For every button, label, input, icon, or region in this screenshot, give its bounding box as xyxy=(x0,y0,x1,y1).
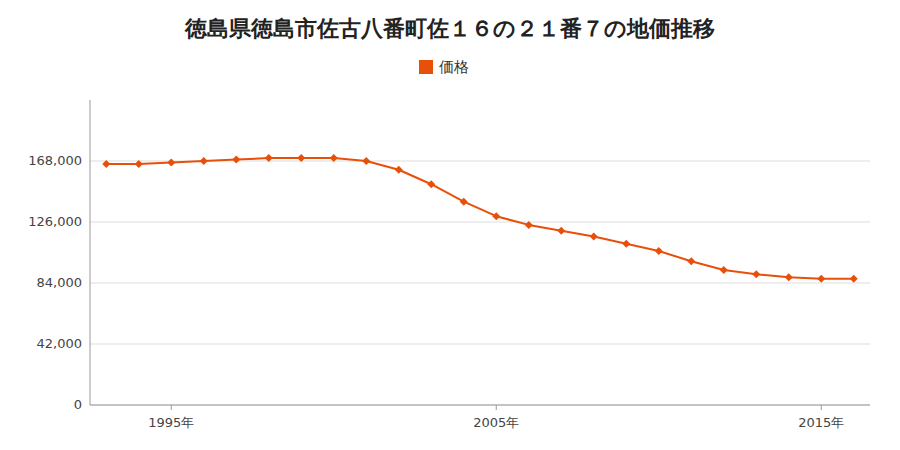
series-marker xyxy=(492,212,500,220)
grid-line xyxy=(90,222,870,223)
series-marker xyxy=(655,247,663,255)
y-grid xyxy=(90,161,870,405)
legend-swatch xyxy=(419,60,433,74)
chart-container: 徳島県徳島市佐古八番町佐１６の２１番７の地価推移 0 42,000 84,000 126… xyxy=(0,0,900,450)
series-marker xyxy=(167,158,175,166)
series-marker xyxy=(297,154,305,162)
plot-area xyxy=(102,154,858,283)
x-tick-label: 1995年 xyxy=(148,415,194,430)
grid-line xyxy=(90,283,870,284)
series-marker xyxy=(622,240,630,248)
series-line xyxy=(106,158,854,279)
y-axis: 0 42,000 84,000 126,000 168,000 xyxy=(28,153,82,412)
series-marker xyxy=(135,160,143,168)
chart-title: 徳島県徳島市佐古八番町佐１６の２１番７の地価推移 xyxy=(184,16,715,41)
x-tick-label: 2015年 xyxy=(798,415,844,430)
x-axis-line xyxy=(90,405,870,406)
x-axis: 1995年 2005年 2015年 xyxy=(148,405,844,430)
series-marker xyxy=(395,166,403,174)
series-marker xyxy=(460,198,468,206)
grid-line xyxy=(90,344,870,345)
series-marker xyxy=(525,221,533,229)
series-marker xyxy=(330,154,338,162)
y-tick-label: 0 xyxy=(74,397,82,412)
series-marker xyxy=(817,275,825,283)
grid-line xyxy=(90,405,870,406)
series-marker xyxy=(102,160,110,168)
chart-svg: 徳島県徳島市佐古八番町佐１６の２１番７の地価推移 0 42,000 84,000 126… xyxy=(0,0,900,450)
series-marker xyxy=(850,275,858,283)
legend: 価格 xyxy=(419,58,469,76)
y-tick-label: 126,000 xyxy=(28,214,82,229)
series-marker xyxy=(232,156,240,164)
series-marker xyxy=(557,227,565,235)
x-tick-label: 2005年 xyxy=(473,415,519,430)
x-tick xyxy=(496,405,497,410)
series-marker xyxy=(720,266,728,274)
series-marker xyxy=(427,180,435,188)
series-marker xyxy=(752,270,760,278)
series-marker xyxy=(687,257,695,265)
x-tick xyxy=(171,405,172,410)
series-marker xyxy=(265,154,273,162)
series-marker xyxy=(785,273,793,281)
series-marker xyxy=(590,233,598,241)
series-marker xyxy=(200,157,208,165)
legend-label: 価格 xyxy=(439,58,469,76)
y-tick-label: 168,000 xyxy=(28,153,82,168)
y-tick-label: 42,000 xyxy=(37,336,83,351)
y-tick-label: 84,000 xyxy=(37,275,83,290)
x-tick xyxy=(821,405,822,410)
series-marker xyxy=(362,157,370,165)
y-axis-line xyxy=(90,100,91,405)
